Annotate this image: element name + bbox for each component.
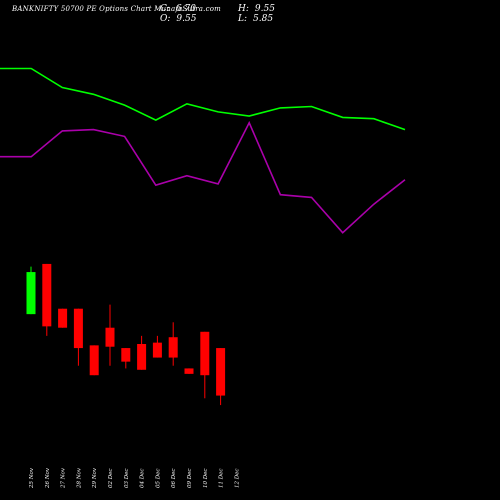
x-tick-label: 29 Nov (92, 467, 98, 489)
x-tick-label: 02 Dec (108, 469, 114, 489)
x-tick-label: 12 Dec (234, 469, 240, 489)
low-value: 5.85 (253, 14, 274, 24)
high-readout: H: 9.55 (238, 4, 275, 14)
chart-title: BANKNIFTY 50700 PE Options Chart MunafaS… (12, 5, 221, 13)
x-tick-label: 26 Nov (45, 467, 51, 489)
open-label: O: (160, 14, 171, 24)
candle-body (73, 308, 83, 349)
low-label: L: (238, 14, 248, 24)
low-readout: L: 5.85 (238, 14, 273, 24)
candle-body (26, 272, 36, 315)
candle-body (168, 337, 178, 358)
close-value: 6.70 (175, 4, 196, 14)
x-tick-label: 10 Dec (203, 469, 209, 489)
candle-body (152, 342, 162, 358)
candle-body (184, 368, 194, 374)
candle-body (121, 348, 131, 362)
candle-body (89, 345, 99, 376)
open-value: 9.55 (176, 14, 197, 24)
close-label: C: (160, 4, 170, 14)
candle-body (58, 308, 68, 328)
x-tick-label: 05 Dec (155, 469, 161, 489)
high-value: 9.55 (254, 4, 275, 14)
candle-body (200, 331, 210, 376)
x-tick-label: 04 Dec (140, 469, 146, 489)
x-tick-label: 11 Dec (219, 469, 225, 489)
x-tick-label: 25 Nov (29, 467, 35, 489)
open-readout: O: 9.55 (160, 14, 196, 24)
candle-body (105, 327, 115, 347)
x-tick-label: 03 Dec (124, 469, 130, 489)
candle-body (42, 263, 52, 327)
x-tick-label: 09 Dec (187, 469, 193, 489)
x-tick-label: 27 Nov (61, 467, 67, 489)
high-label: H: (238, 4, 249, 14)
candle-body (216, 348, 226, 396)
candle-body (137, 344, 147, 370)
sma-long-line (0, 120, 406, 234)
x-tick-label: 28 Nov (76, 467, 82, 489)
candles-group (26, 263, 226, 406)
sma-short-line (0, 67, 406, 131)
close-readout: C: 6.70 (160, 4, 196, 14)
x-tick-label: 06 Dec (171, 469, 177, 489)
x-axis-labels: 25 Nov 26 Nov 27 Nov 28 Nov 29 Nov 02 Dec 03 D… (29, 467, 240, 489)
